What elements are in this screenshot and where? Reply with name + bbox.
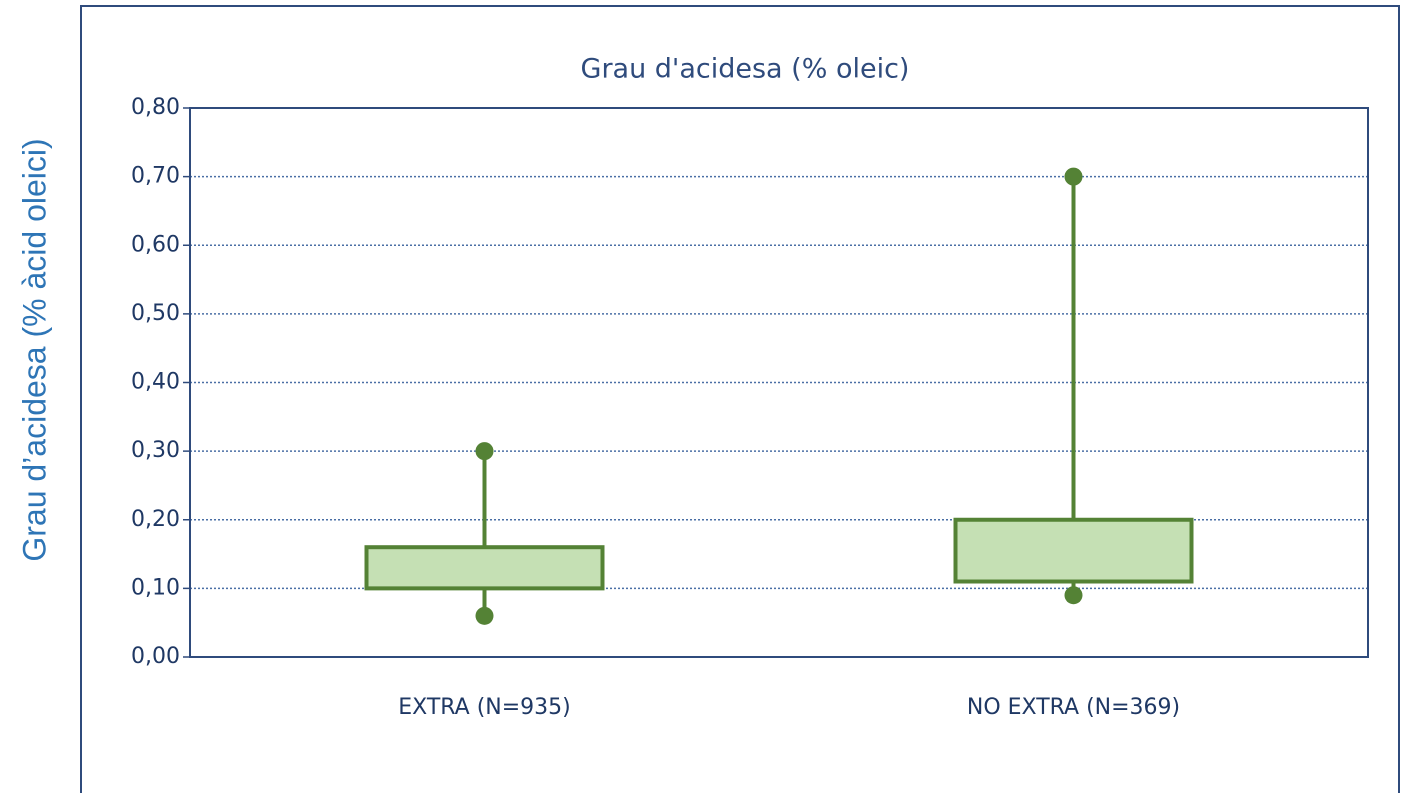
x-tick-label: NO EXTRA (N=369) xyxy=(967,695,1180,720)
y-tick-label: 0,10 xyxy=(131,575,180,600)
min-point xyxy=(1064,586,1083,605)
max-point xyxy=(1064,167,1083,186)
chart-title: Grau d'acidesa (% oleic) xyxy=(581,54,910,85)
y-tick-label: 0,20 xyxy=(131,507,180,532)
y-tick-label: 0,30 xyxy=(131,438,180,463)
y-tick-label: 0,40 xyxy=(131,370,180,395)
y-tick-label: 0,50 xyxy=(131,301,180,326)
y-axis-label: Grau d’acidesa (% àcid oleici) xyxy=(16,138,52,561)
x-tick-label: EXTRA (N=935) xyxy=(398,695,571,720)
y-tick-label: 0,70 xyxy=(131,164,180,189)
min-point xyxy=(475,606,494,625)
y-tick-label: 0,60 xyxy=(131,232,180,257)
box xyxy=(953,517,1194,584)
y-tick-label: 0,80 xyxy=(131,95,180,120)
box xyxy=(364,545,605,591)
plot-border xyxy=(189,107,1369,658)
max-point xyxy=(475,442,494,461)
y-tick-label: 0,00 xyxy=(131,644,180,669)
